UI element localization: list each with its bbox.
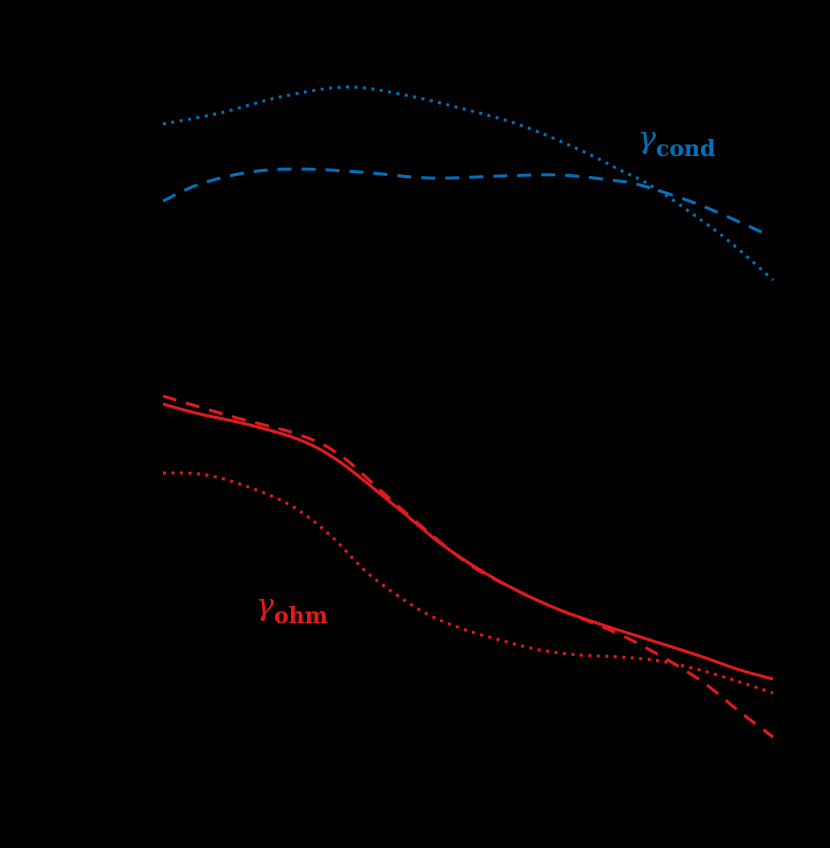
- series-line-gamma-ohm-dotted: [162, 471, 774, 695]
- annotation-gamma-ohm: γohm: [256, 588, 328, 629]
- annotation-gamma-ohm-main: γ: [256, 588, 274, 623]
- annotation-gamma-cond-sub: cond: [656, 136, 715, 162]
- series-layer: [162, 85, 774, 739]
- annotation-layer: γcond γohm: [256, 121, 715, 629]
- series-line-gamma-cond-dashed: [162, 167, 769, 237]
- annotation-gamma-cond-main: γ: [638, 121, 656, 156]
- annotation-gamma-cond: γcond: [638, 121, 715, 162]
- series-line-gamma-cond-dotted: [162, 85, 774, 282]
- annotation-gamma-ohm-sub: ohm: [274, 603, 328, 629]
- series-line-gamma-ohm-dashed: [162, 394, 774, 739]
